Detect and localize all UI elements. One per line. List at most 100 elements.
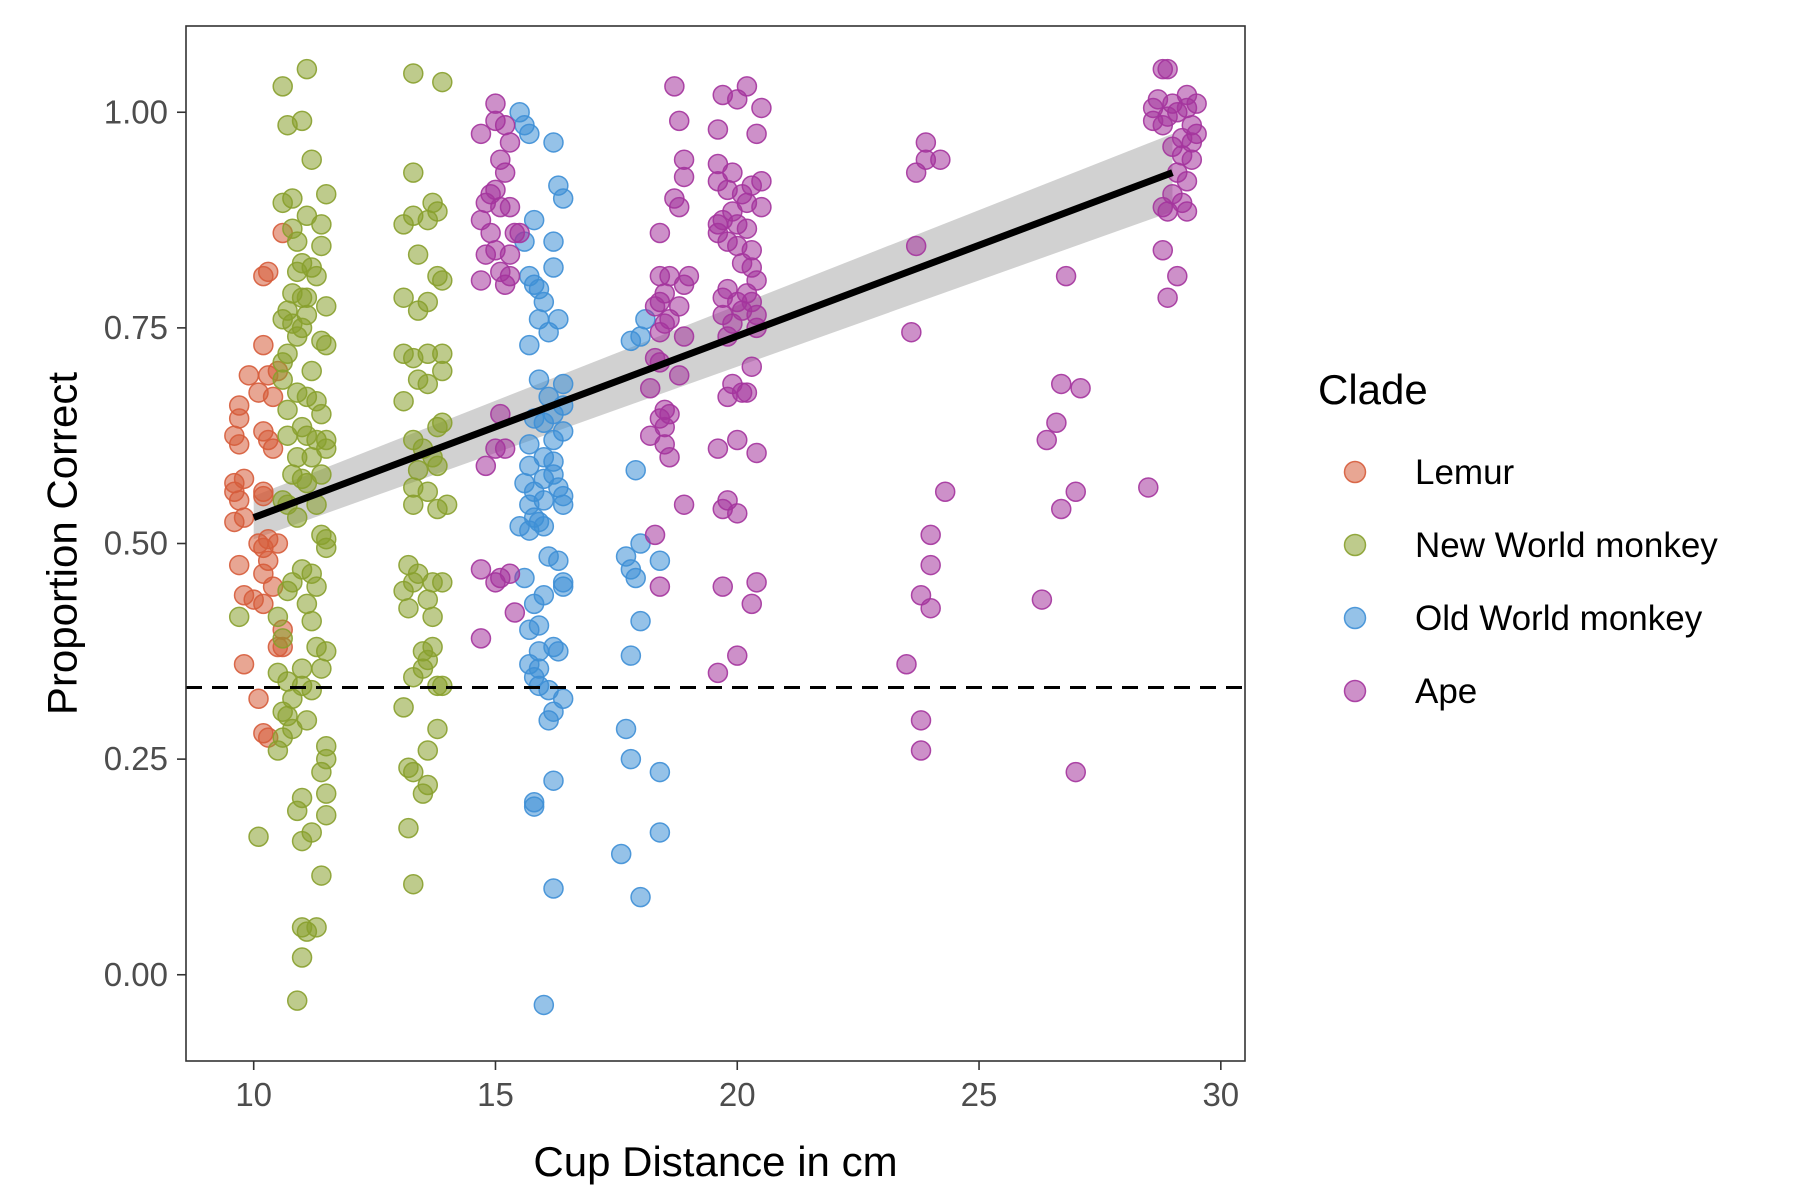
data-point [262, 386, 284, 408]
x-tick-label: 25 [961, 1076, 998, 1113]
data-point [311, 403, 332, 425]
data-point [262, 438, 284, 459]
data-point [896, 654, 917, 675]
data-point [393, 390, 414, 412]
data-point [910, 740, 932, 761]
data-point [630, 886, 651, 908]
data-point [499, 563, 521, 584]
data-point [403, 494, 424, 515]
data-point [615, 718, 637, 740]
data-point [901, 321, 922, 343]
data-point [523, 209, 545, 231]
data-point [610, 843, 632, 865]
data-point [649, 822, 671, 843]
data-point [272, 192, 293, 214]
data-point [644, 296, 666, 317]
data-point [1065, 761, 1087, 783]
data-point [272, 352, 293, 373]
data-point [228, 408, 250, 429]
data-point [286, 507, 308, 528]
data-point [920, 524, 941, 546]
data-point [649, 321, 671, 343]
data-point [398, 597, 419, 619]
data-point [291, 830, 313, 852]
data-point [668, 196, 690, 218]
data-point [417, 740, 439, 761]
data-point [543, 132, 564, 153]
data-point [417, 481, 439, 502]
data-point [499, 132, 521, 153]
data-point [311, 235, 332, 257]
data-point [427, 718, 448, 740]
data-point [301, 447, 322, 468]
legend-key [1343, 679, 1367, 703]
data-point [533, 516, 555, 537]
data-point [306, 917, 327, 938]
data-point [673, 326, 695, 347]
data-point [315, 641, 337, 662]
data-point [519, 434, 540, 455]
data-point [1157, 58, 1178, 80]
data-point [267, 740, 289, 761]
data-point [668, 365, 690, 386]
data-point [253, 485, 274, 507]
data-point [620, 748, 642, 770]
data-point [1176, 201, 1198, 222]
data-point [625, 459, 646, 481]
data-point [552, 494, 574, 515]
data-point [228, 490, 250, 511]
data-point [315, 334, 337, 356]
data-point [1167, 265, 1188, 287]
data-point [301, 679, 322, 701]
data-point [751, 97, 772, 119]
data-point [519, 619, 540, 640]
data-point [504, 602, 526, 623]
data-point [475, 455, 497, 477]
data-point [248, 688, 269, 709]
data-point [552, 572, 574, 593]
data-point [630, 610, 651, 632]
data-point [509, 222, 530, 244]
data-point [311, 865, 332, 886]
data-point [311, 658, 332, 679]
data-point [315, 537, 337, 559]
data-point [1181, 149, 1203, 170]
data-point [673, 149, 695, 170]
data-point [277, 425, 298, 446]
data-point [1050, 373, 1072, 395]
y-tick-label: 0.50 [104, 525, 168, 562]
data-point [272, 369, 293, 390]
data-point [311, 214, 332, 235]
data-point [238, 365, 260, 386]
data-point [427, 416, 448, 438]
data-point [543, 257, 564, 278]
data-point [659, 447, 680, 468]
data-point [286, 231, 308, 252]
data-point [673, 166, 695, 188]
series-new-world-monkey [228, 58, 458, 1011]
data-point [1050, 498, 1072, 520]
data-point [470, 270, 492, 291]
data-point [751, 196, 772, 218]
data-point [533, 291, 555, 313]
data-point [306, 265, 327, 287]
data-point [920, 597, 941, 619]
data-point [727, 645, 748, 666]
data-point [538, 710, 559, 731]
series-ape [470, 58, 1207, 783]
data-point [403, 347, 424, 369]
confidence-band [253, 133, 1173, 540]
x-axis-title: Cup Distance in cm [533, 1138, 897, 1185]
data-point [717, 386, 738, 408]
data-point [533, 412, 555, 433]
legend-title: Clade [1318, 366, 1428, 413]
data-point [673, 494, 695, 515]
data-point [291, 947, 313, 968]
data-point [315, 783, 337, 804]
data-point [1152, 240, 1174, 261]
data-point [552, 421, 574, 442]
data-point [673, 274, 695, 295]
data-point [543, 231, 564, 252]
trend-line [252, 169, 1174, 521]
data-point [934, 481, 956, 502]
